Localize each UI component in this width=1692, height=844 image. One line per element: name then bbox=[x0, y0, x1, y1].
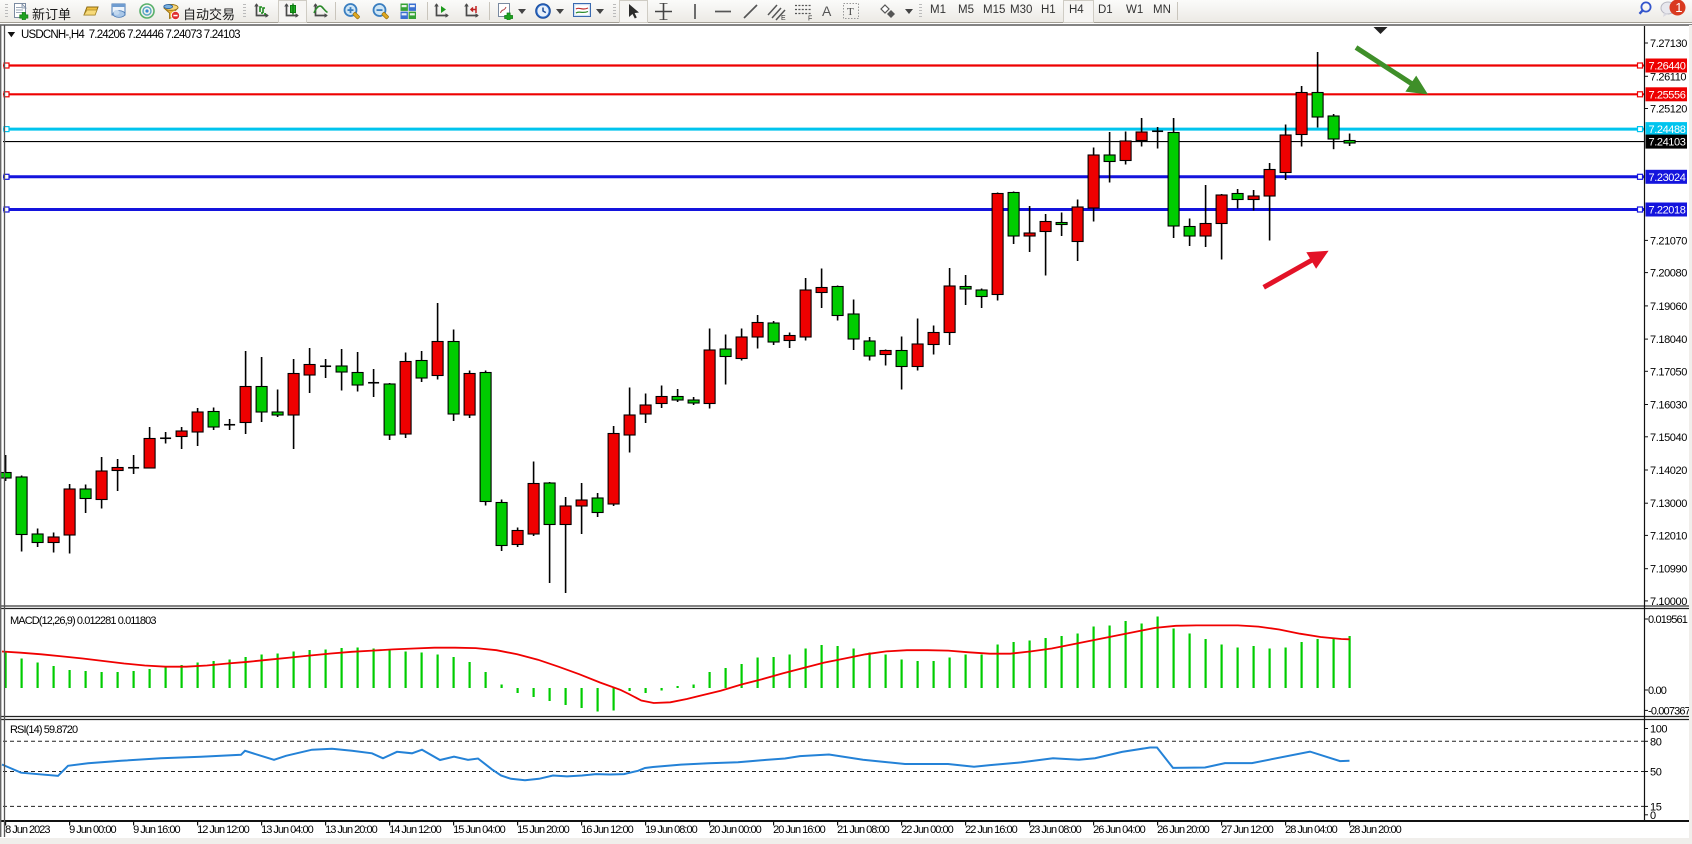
svg-text:9 Jun 00:00: 9 Jun 00:00 bbox=[69, 824, 116, 836]
svg-text:22 Jun 00:00: 22 Jun 00:00 bbox=[901, 824, 953, 836]
svg-text:7.10000: 7.10000 bbox=[1650, 596, 1687, 608]
svg-text:7.22018: 7.22018 bbox=[1649, 205, 1686, 217]
svg-text:0: 0 bbox=[1650, 810, 1656, 822]
svg-text:15 Jun 20:00: 15 Jun 20:00 bbox=[517, 824, 569, 836]
svg-text:0.00: 0.00 bbox=[1648, 685, 1667, 697]
svg-text:8 Jun 2023: 8 Jun 2023 bbox=[5, 824, 50, 836]
svg-text:7.27130: 7.27130 bbox=[1650, 38, 1687, 50]
svg-text:7.16030: 7.16030 bbox=[1650, 400, 1687, 412]
svg-text:MACD(12,26,9) 0.012281 0.01180: MACD(12,26,9) 0.012281 0.011803 bbox=[10, 615, 156, 627]
svg-text:USDCNH-,H4 7.24206 7.24446 7.: USDCNH-,H4 7.24206 7.24446 7.24073 7.241… bbox=[21, 29, 240, 41]
svg-text:7.15040: 7.15040 bbox=[1650, 432, 1687, 444]
svg-text:28 Jun 04:00: 28 Jun 04:00 bbox=[1285, 824, 1337, 836]
svg-text:27 Jun 12:00: 27 Jun 12:00 bbox=[1221, 824, 1273, 836]
svg-text:12 Jun 12:00: 12 Jun 12:00 bbox=[197, 824, 249, 836]
svg-text:26 Jun 04:00: 26 Jun 04:00 bbox=[1093, 824, 1145, 836]
svg-text:26 Jun 20:00: 26 Jun 20:00 bbox=[1157, 824, 1209, 836]
svg-text:T: T bbox=[847, 6, 854, 18]
svg-text:7.26110: 7.26110 bbox=[1650, 71, 1686, 83]
svg-text:7.21070: 7.21070 bbox=[1650, 235, 1687, 247]
svg-text:20 Jun 16:00: 20 Jun 16:00 bbox=[773, 824, 825, 836]
svg-text:7.26440: 7.26440 bbox=[1649, 61, 1686, 73]
svg-text:15 Jun 04:00: 15 Jun 04:00 bbox=[453, 824, 505, 836]
svg-text:23 Jun 08:00: 23 Jun 08:00 bbox=[1029, 824, 1081, 836]
svg-text:1: 1 bbox=[1675, 0, 1682, 15]
svg-text:20 Jun 00:00: 20 Jun 00:00 bbox=[709, 824, 761, 836]
svg-text:7.13000: 7.13000 bbox=[1650, 498, 1687, 510]
svg-text:F: F bbox=[808, 16, 812, 22]
svg-text:7.14020: 7.14020 bbox=[1650, 465, 1687, 477]
svg-text:7.23024: 7.23024 bbox=[1649, 172, 1686, 184]
svg-text:7.12010: 7.12010 bbox=[1650, 530, 1687, 542]
svg-text:7.20080: 7.20080 bbox=[1650, 268, 1687, 280]
svg-text:7.19060: 7.19060 bbox=[1650, 301, 1687, 313]
svg-text:80: 80 bbox=[1650, 736, 1662, 748]
svg-text:13 Jun 04:00: 13 Jun 04:00 bbox=[261, 824, 313, 836]
svg-text:9 Jun 16:00: 9 Jun 16:00 bbox=[133, 824, 180, 836]
svg-text:7.24103: 7.24103 bbox=[1649, 137, 1686, 149]
svg-text:19 Jun 08:00: 19 Jun 08:00 bbox=[645, 824, 697, 836]
svg-text:16 Jun 12:00: 16 Jun 12:00 bbox=[581, 824, 633, 836]
svg-text:28 Jun 20:00: 28 Jun 20:00 bbox=[1349, 824, 1401, 836]
svg-text:22 Jun 16:00: 22 Jun 16:00 bbox=[965, 824, 1017, 836]
svg-text:7.25556: 7.25556 bbox=[1649, 89, 1686, 101]
svg-text:100: 100 bbox=[1650, 724, 1667, 736]
svg-text:14 Jun 12:00: 14 Jun 12:00 bbox=[389, 824, 441, 836]
svg-text:-0.007367: -0.007367 bbox=[1648, 705, 1691, 717]
svg-text:15: 15 bbox=[1650, 801, 1662, 813]
svg-text:7.18040: 7.18040 bbox=[1650, 334, 1687, 346]
svg-text:7.17050: 7.17050 bbox=[1650, 366, 1687, 378]
svg-text:7.25120: 7.25120 bbox=[1650, 104, 1687, 116]
svg-text:7.24488: 7.24488 bbox=[1649, 124, 1686, 136]
svg-text:21 Jun 08:00: 21 Jun 08:00 bbox=[837, 824, 889, 836]
svg-text:0.019561: 0.019561 bbox=[1648, 614, 1688, 626]
svg-text:7.10990: 7.10990 bbox=[1650, 564, 1687, 576]
svg-text:13 Jun 20:00: 13 Jun 20:00 bbox=[325, 824, 377, 836]
svg-text:RSI(14) 59.8720: RSI(14) 59.8720 bbox=[10, 724, 78, 736]
svg-text:50: 50 bbox=[1650, 767, 1662, 779]
svg-text:E: E bbox=[781, 15, 786, 21]
